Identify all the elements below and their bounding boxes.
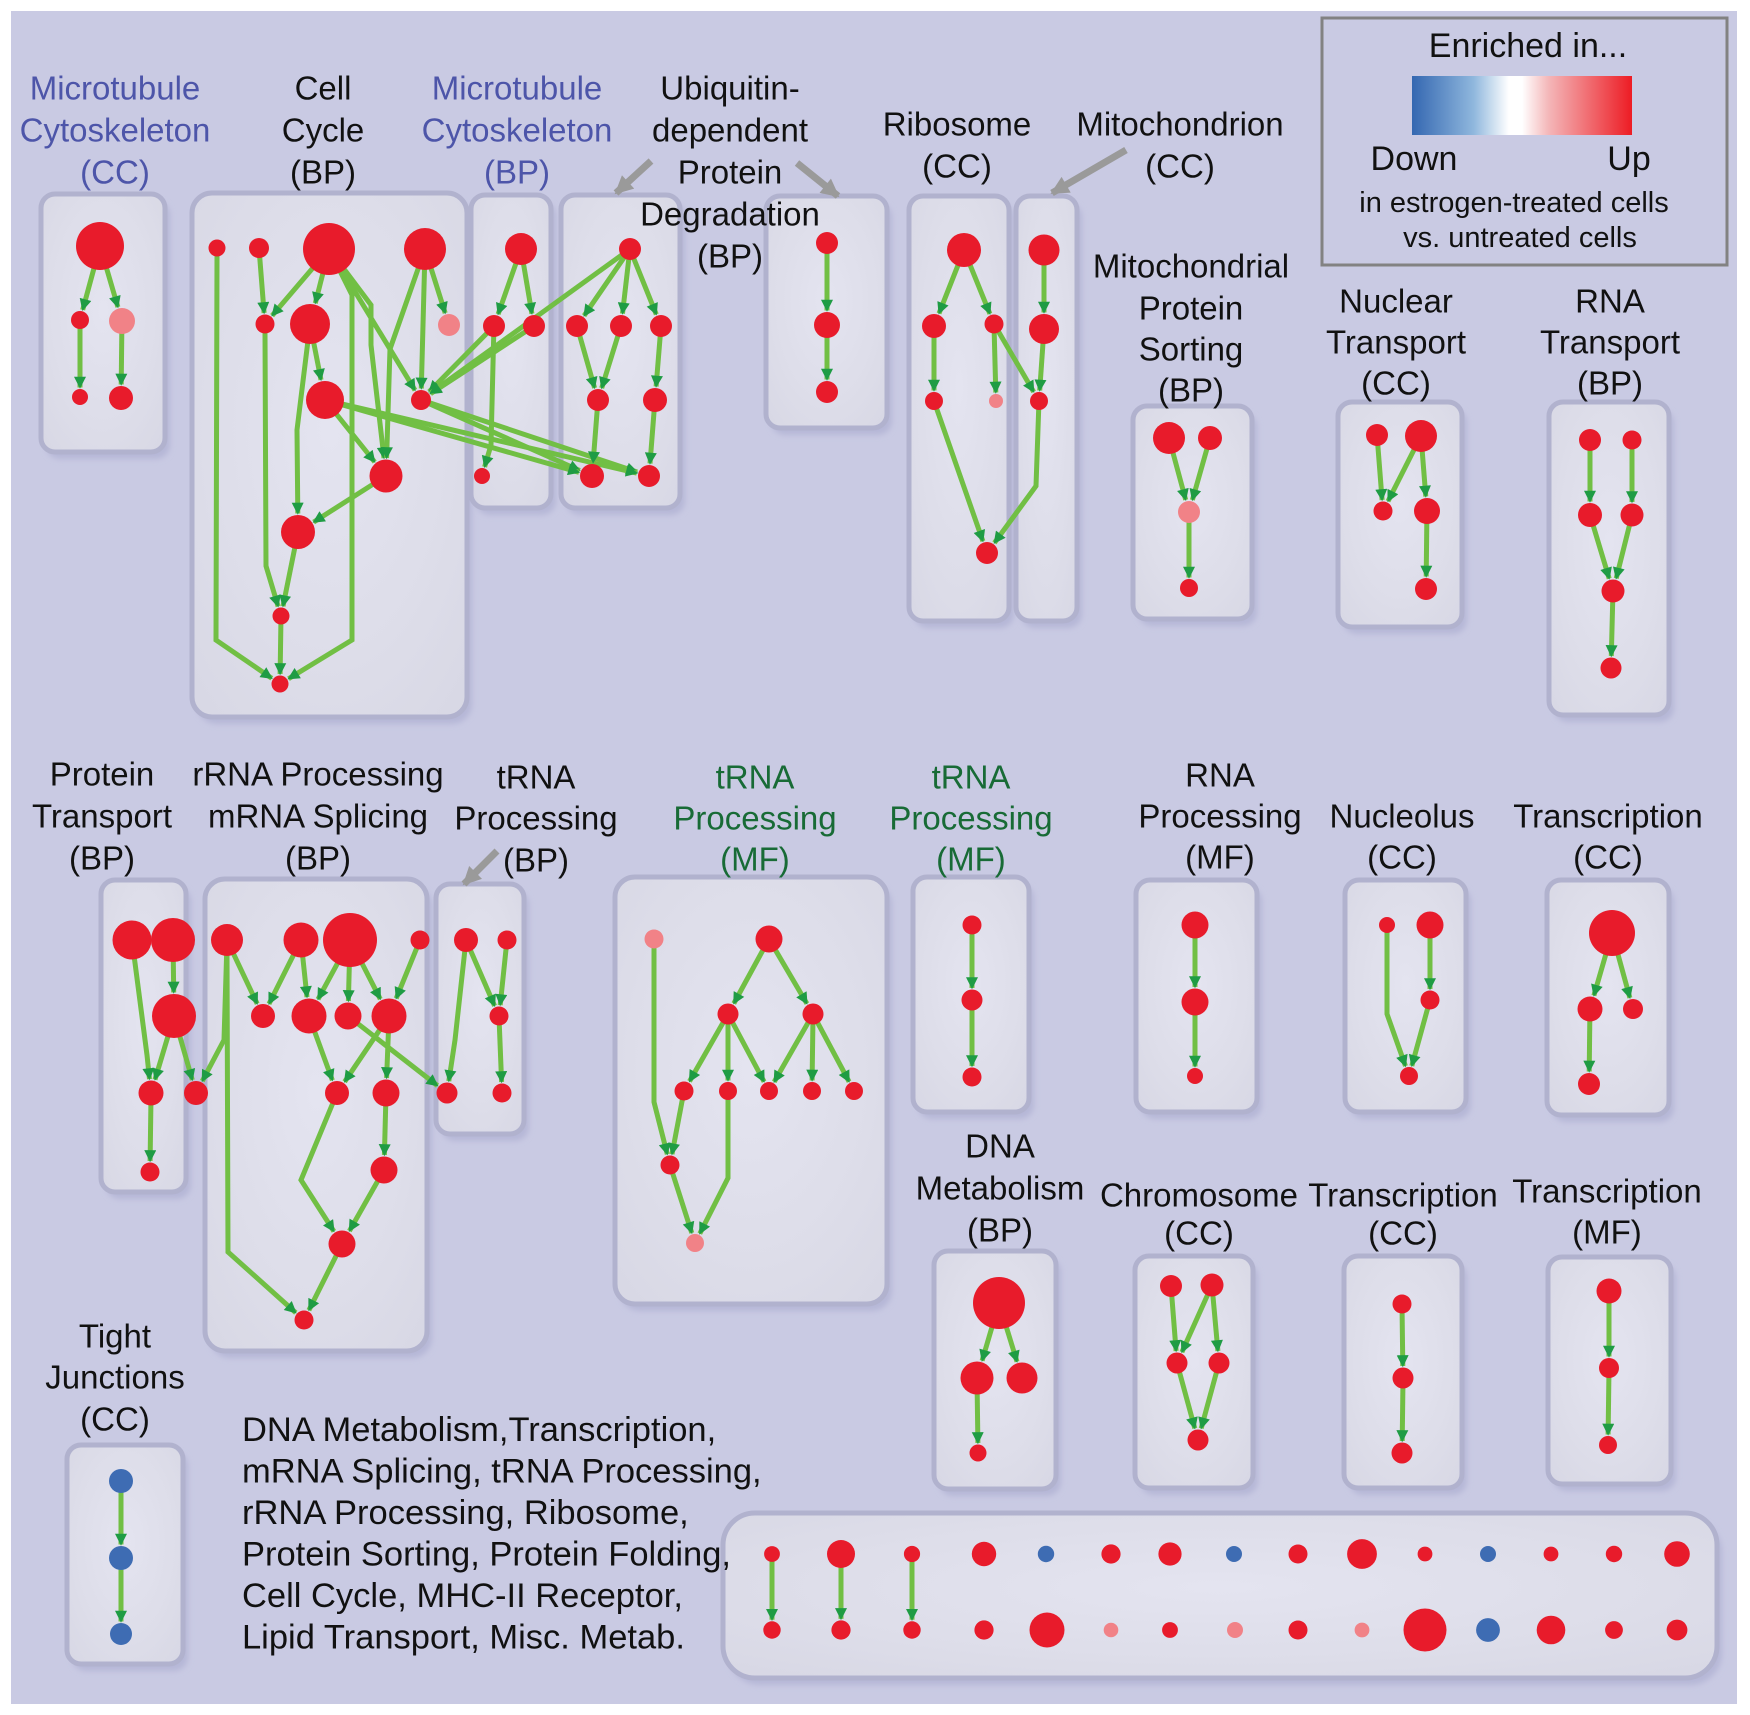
svg-text:(BP): (BP) (503, 842, 569, 879)
svg-text:(MF): (MF) (1185, 839, 1255, 876)
svg-text:Cycle: Cycle (282, 112, 365, 149)
svg-text:(CC): (CC) (1164, 1215, 1234, 1252)
svg-text:(BP): (BP) (967, 1212, 1033, 1249)
svg-text:(CC): (CC) (1573, 839, 1643, 876)
svg-text:Degradation: Degradation (640, 196, 820, 233)
svg-text:in estrogen-treated cells: in estrogen-treated cells (1359, 187, 1669, 219)
svg-text:Protein Sorting, Protein Foldi: Protein Sorting, Protein Folding, (242, 1536, 731, 1574)
svg-text:Processing: Processing (889, 800, 1052, 837)
svg-text:tRNA: tRNA (716, 759, 795, 796)
svg-text:Transport: Transport (1540, 324, 1680, 361)
svg-text:(CC): (CC) (1361, 365, 1431, 402)
svg-text:(MF): (MF) (720, 841, 790, 878)
svg-text:Sorting: Sorting (1139, 331, 1244, 368)
svg-text:RNA: RNA (1575, 283, 1645, 320)
svg-text:(BP): (BP) (697, 238, 763, 275)
svg-text:Processing: Processing (673, 800, 836, 837)
svg-text:Transcription: Transcription (1513, 798, 1703, 835)
svg-text:Lipid Transport, Misc. Metab.: Lipid Transport, Misc. Metab. (242, 1619, 685, 1657)
svg-text:Microtubule: Microtubule (432, 70, 603, 107)
svg-text:(CC): (CC) (80, 154, 150, 191)
svg-text:Processing: Processing (1138, 798, 1301, 835)
svg-text:(BP): (BP) (285, 840, 351, 877)
svg-text:Up: Up (1607, 140, 1650, 178)
svg-text:(CC): (CC) (1367, 839, 1437, 876)
svg-text:vs. untreated cells: vs. untreated cells (1403, 222, 1637, 254)
svg-text:Cell Cycle, MHC-II Receptor,: Cell Cycle, MHC-II Receptor, (242, 1577, 683, 1615)
svg-text:Chromosome: Chromosome (1100, 1177, 1298, 1214)
svg-text:DNA Metabolism,Transcription,: DNA Metabolism,Transcription, (242, 1411, 716, 1449)
svg-text:DNA: DNA (965, 1128, 1035, 1165)
svg-text:Mitochondrion: Mitochondrion (1076, 106, 1283, 143)
svg-text:(BP): (BP) (290, 154, 356, 191)
svg-text:(CC): (CC) (80, 1401, 150, 1438)
svg-text:(CC): (CC) (1145, 148, 1215, 185)
svg-text:rRNA Processing, Ribosome,: rRNA Processing, Ribosome, (242, 1494, 689, 1532)
svg-text:tRNA: tRNA (932, 759, 1011, 796)
svg-text:dependent: dependent (652, 112, 808, 149)
svg-text:Processing: Processing (454, 800, 617, 837)
svg-text:Nucleolus: Nucleolus (1330, 798, 1475, 835)
svg-text:(BP): (BP) (1577, 365, 1643, 402)
svg-text:Junctions: Junctions (45, 1359, 184, 1396)
svg-text:Metabolism: Metabolism (916, 1170, 1085, 1207)
svg-text:Tight: Tight (79, 1318, 151, 1355)
svg-text:Transport: Transport (32, 798, 172, 835)
svg-text:Transport: Transport (1326, 324, 1466, 361)
svg-text:Protein: Protein (1139, 290, 1244, 327)
svg-text:(BP): (BP) (484, 154, 550, 191)
svg-text:mRNA Splicing: mRNA Splicing (208, 798, 428, 835)
svg-text:(CC): (CC) (1368, 1215, 1438, 1252)
svg-text:Mitochondrial: Mitochondrial (1093, 248, 1289, 285)
svg-text:RNA: RNA (1185, 757, 1255, 794)
svg-text:Cytoskeleton: Cytoskeleton (20, 112, 211, 149)
svg-text:(MF): (MF) (1572, 1214, 1642, 1251)
svg-text:Transcription: Transcription (1512, 1173, 1702, 1210)
svg-text:tRNA: tRNA (497, 759, 576, 796)
svg-text:Cell: Cell (295, 70, 352, 107)
svg-text:Cytoskeleton: Cytoskeleton (422, 112, 613, 149)
svg-text:Ribosome: Ribosome (883, 106, 1032, 143)
svg-text:Microtubule: Microtubule (30, 70, 201, 107)
svg-text:Protein: Protein (678, 154, 783, 191)
svg-text:(MF): (MF) (936, 841, 1006, 878)
svg-text:(BP): (BP) (69, 840, 135, 877)
svg-text:mRNA Splicing, tRNA Processing: mRNA Splicing, tRNA Processing, (242, 1453, 762, 1491)
svg-text:Enriched in...: Enriched in... (1429, 27, 1627, 65)
svg-text:(BP): (BP) (1158, 372, 1224, 409)
svg-text:Transcription: Transcription (1308, 1177, 1498, 1214)
svg-text:Nuclear: Nuclear (1339, 283, 1453, 320)
svg-text:Ubiquitin-: Ubiquitin- (660, 70, 799, 107)
svg-text:(CC): (CC) (922, 148, 992, 185)
svg-text:Protein: Protein (50, 756, 155, 793)
svg-text:rRNA Processing: rRNA Processing (192, 756, 443, 793)
svg-text:Down: Down (1371, 140, 1458, 178)
